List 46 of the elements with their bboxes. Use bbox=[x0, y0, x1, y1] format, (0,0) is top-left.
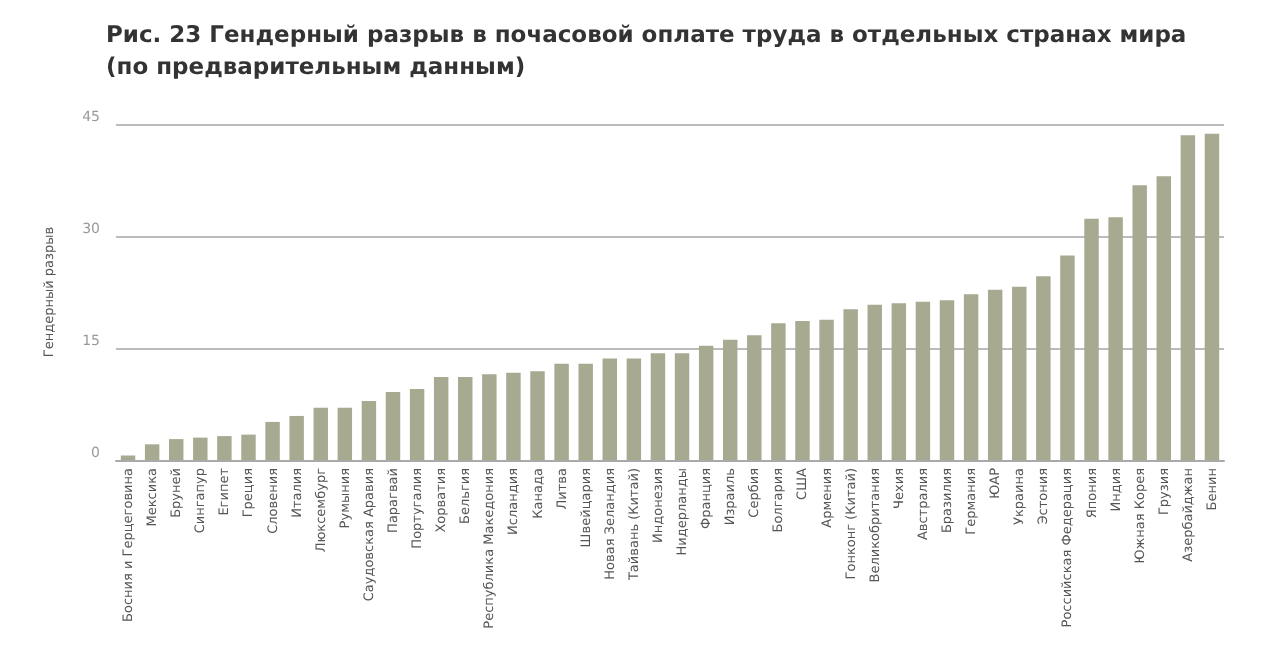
bar bbox=[217, 436, 232, 460]
bar bbox=[168, 439, 184, 460]
bar bbox=[506, 372, 521, 460]
bar bbox=[482, 374, 497, 460]
bar bbox=[289, 415, 304, 460]
bar bbox=[1156, 176, 1172, 460]
bar bbox=[361, 401, 377, 460]
bar bbox=[795, 321, 810, 460]
bar bbox=[409, 389, 425, 460]
bar bbox=[385, 392, 401, 460]
bar bbox=[193, 437, 208, 460]
bar bbox=[843, 309, 858, 460]
chart-title: Рис. 23 Гендерный разрыв в почасовой оплате труда в отдельных странах мира (по предварительным данным) bbox=[106, 20, 1187, 80]
bar bbox=[1084, 218, 1099, 460]
bar bbox=[650, 353, 666, 460]
bar bbox=[1036, 276, 1051, 460]
bar bbox=[987, 289, 1003, 460]
bar bbox=[819, 319, 834, 460]
bar bbox=[530, 371, 545, 460]
bar bbox=[626, 358, 642, 460]
bar bbox=[241, 434, 256, 460]
bar bbox=[144, 444, 160, 460]
bar bbox=[554, 363, 569, 460]
bar bbox=[891, 303, 907, 460]
bar bbox=[674, 353, 690, 460]
bar bbox=[1012, 286, 1027, 460]
bar bbox=[698, 345, 714, 460]
bar bbox=[433, 377, 449, 460]
bar bbox=[722, 339, 738, 460]
bar bbox=[313, 407, 328, 460]
bar bbox=[1132, 185, 1147, 460]
bar bbox=[1108, 217, 1123, 460]
bar bbox=[337, 407, 353, 460]
bar bbox=[602, 358, 618, 460]
bar bbox=[1060, 255, 1075, 460]
bar bbox=[747, 335, 762, 460]
bar bbox=[771, 323, 786, 460]
bar bbox=[867, 304, 882, 460]
bar bbox=[1204, 133, 1220, 460]
bar bbox=[578, 363, 593, 460]
bar bbox=[458, 377, 473, 460]
bar bbox=[915, 301, 931, 460]
bar bbox=[963, 294, 979, 460]
bar bbox=[1180, 135, 1196, 460]
bar bbox=[939, 300, 955, 460]
bar bbox=[265, 421, 280, 460]
